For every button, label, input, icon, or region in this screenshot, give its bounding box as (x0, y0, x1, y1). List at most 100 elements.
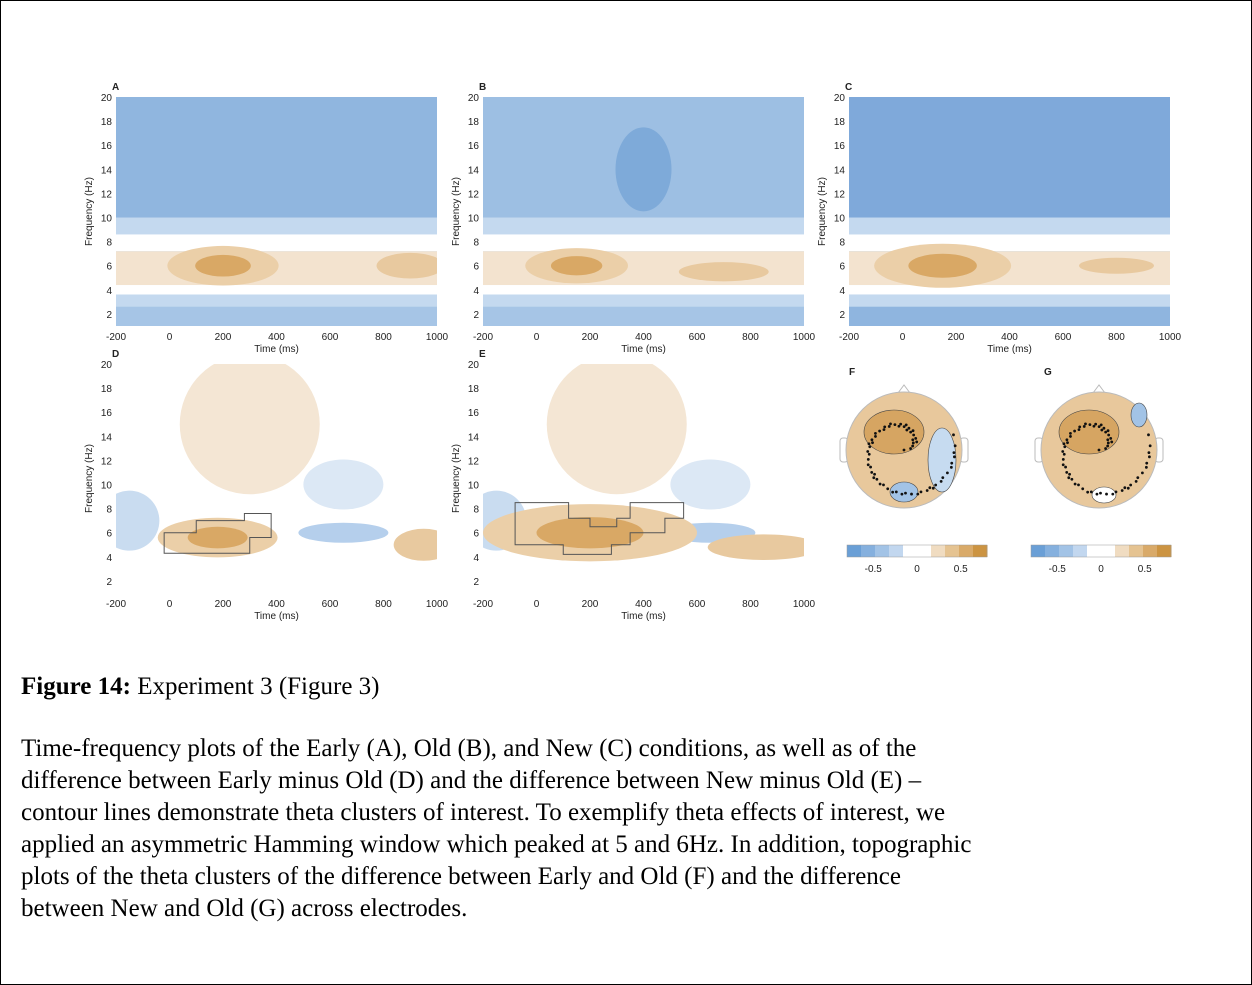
electrode (1073, 429, 1077, 433)
colorbar-step (1129, 545, 1144, 557)
x-tick-label: 200 (948, 332, 965, 343)
x-tick-label: 800 (1108, 332, 1125, 343)
electrode (1106, 444, 1110, 448)
x-axis-label: Time (ms) (254, 611, 299, 622)
colorbar-step (847, 545, 862, 557)
x-tick-label: 800 (375, 332, 392, 343)
electrode (866, 450, 870, 453)
colorbar-step (1115, 545, 1130, 557)
blob (303, 459, 384, 510)
band (483, 294, 804, 307)
x-tick-label: 1000 (793, 332, 816, 343)
x-tick-label: 600 (689, 332, 706, 343)
y-tick-label: 8 (473, 238, 479, 249)
panel-label: B (479, 82, 486, 93)
blob (376, 252, 437, 279)
band (116, 234, 437, 252)
electrode (928, 486, 932, 490)
caption-line: contour lines demonstrate theta clusters… (21, 799, 946, 826)
y-tick-label: 12 (834, 189, 846, 200)
electrode (1086, 490, 1090, 494)
electrode (907, 426, 911, 430)
band (116, 97, 437, 218)
tf-panel: E -200 0 200 400 600 800 1000 2 4 6 8 10 12 14 16 18 20 Ti… (451, 349, 816, 622)
electrode (891, 490, 895, 494)
x-tick-label: 400 (268, 599, 285, 610)
panel-label: A (112, 82, 119, 93)
x-axis-label: Time (ms) (987, 344, 1032, 355)
blob (550, 256, 603, 276)
caption-title: Experiment 3 (Figure 3) (137, 673, 380, 700)
caption-heading: Figure 14: Experiment 3 (Figure 3) (21, 671, 971, 703)
electrode (1095, 492, 1099, 496)
caption-label: Figure 14: (21, 673, 131, 700)
electrode (953, 444, 957, 448)
band (849, 285, 1170, 295)
colorbar-step (1101, 545, 1116, 557)
electrode (869, 465, 872, 469)
band (116, 285, 437, 295)
x-tick-label: 800 (375, 599, 392, 610)
electrode (1061, 457, 1065, 461)
y-tick-label: 16 (101, 408, 113, 419)
electrode (874, 432, 877, 435)
blob (187, 526, 248, 549)
y-tick-label: 20 (101, 93, 113, 104)
tf-panel: C -200 0 200 400 600 800 1000 2 4 6 8 10 12 14 16 18 20 Ti… (817, 82, 1182, 355)
blob (1079, 257, 1154, 274)
y-tick-label: 14 (101, 165, 113, 176)
y-tick-label: 6 (106, 262, 112, 273)
topoplot: G -0.5 0 0.5 (1030, 367, 1172, 575)
band (483, 234, 804, 252)
x-tick-label: 1000 (426, 332, 449, 343)
electrode (872, 476, 876, 480)
y-tick-label: 4 (473, 553, 479, 564)
y-tick-label: 2 (473, 310, 479, 321)
y-tick-label: 14 (101, 432, 113, 443)
colorbar-step (1045, 545, 1060, 557)
y-tick-label: 10 (101, 214, 113, 225)
electrode (941, 476, 945, 480)
y-tick-label: 8 (106, 238, 112, 249)
cluster-outline (163, 512, 272, 554)
x-tick-label: 0 (534, 599, 540, 610)
electrode (1147, 451, 1151, 455)
y-tick-label: 2 (473, 577, 479, 588)
panel-label: F (849, 367, 855, 378)
colorbar-step (875, 545, 890, 557)
electrode (894, 490, 898, 494)
electrode (1105, 492, 1108, 496)
electrode (878, 482, 882, 486)
x-tick-label: 400 (635, 599, 652, 610)
x-tick-label: 1000 (793, 599, 816, 610)
y-tick-label: 8 (473, 505, 479, 516)
tf-panel: B -200 0 200 400 600 800 1000 2 4 6 8 10 12 14 16 18 20 Ti… (451, 82, 816, 355)
x-axis-label: Time (ms) (621, 611, 666, 622)
electrode (882, 483, 885, 487)
y-axis-label: Frequency (Hz) (84, 177, 95, 246)
x-axis-label: Time (ms) (621, 344, 666, 355)
topo-blob (927, 427, 957, 493)
x-tick-label: 600 (1055, 332, 1072, 343)
colorbar-step (889, 545, 904, 557)
y-tick-label: 4 (839, 286, 845, 297)
x-tick-label: 200 (582, 599, 599, 610)
electrode (909, 430, 913, 434)
colorbar-step (945, 545, 960, 557)
nose (1092, 384, 1106, 394)
band (483, 217, 804, 235)
electrode (1062, 452, 1066, 456)
electrode (1073, 482, 1077, 486)
electrode (904, 491, 907, 495)
electrode (887, 425, 891, 428)
electrode (882, 428, 886, 431)
electrode (952, 451, 956, 455)
y-tick-label: 6 (106, 529, 112, 540)
y-tick-label: 14 (834, 165, 846, 176)
x-tick-label: 200 (215, 599, 232, 610)
y-tick-label: 12 (468, 189, 480, 200)
x-tick-label: -200 (106, 599, 126, 610)
electrode (1070, 477, 1074, 481)
electrode (1123, 486, 1127, 490)
electrode (874, 435, 877, 438)
